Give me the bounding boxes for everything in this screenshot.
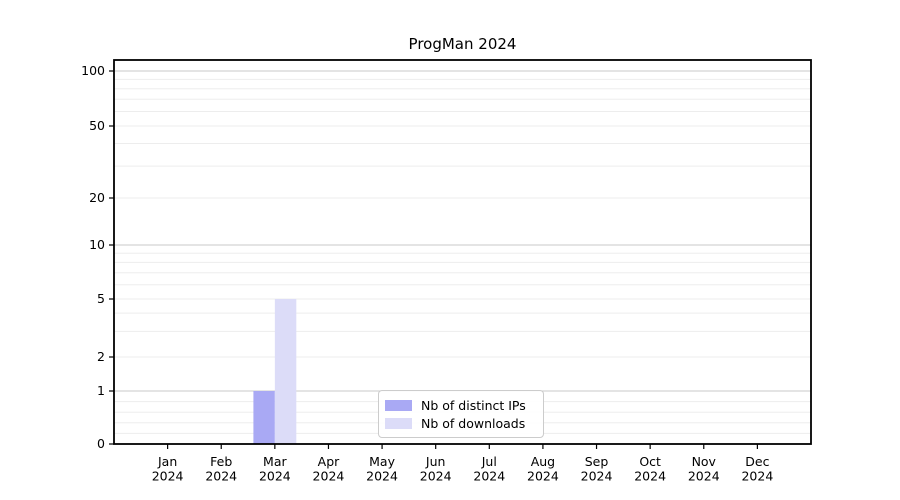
- legend: Nb of distinct IPs Nb of downloads: [378, 390, 544, 438]
- chart-title: ProgMan 2024: [408, 35, 517, 53]
- bar-mar-s1: [274, 299, 297, 444]
- y-tick-label: 10: [89, 237, 105, 252]
- y-tick-label: 0: [97, 436, 105, 451]
- x-tick-label: Aug 2024: [527, 454, 559, 484]
- x-tick-label: Mar 2024: [259, 454, 291, 484]
- bar-mar-s0: [253, 391, 275, 444]
- legend-item-downloads: Nb of downloads: [385, 415, 535, 432]
- x-tick-label: Feb 2024: [205, 454, 237, 484]
- plot-border: [113, 59, 812, 445]
- legend-label-distinct-ips: Nb of distinct IPs: [421, 397, 526, 413]
- y-tick-label: 2: [97, 349, 105, 364]
- legend-label-downloads: Nb of downloads: [421, 415, 526, 431]
- legend-item-distinct-ips: Nb of distinct IPs: [385, 397, 535, 414]
- y-tick-label: 100: [81, 63, 105, 78]
- x-tick-label: Jun 2024: [420, 454, 452, 484]
- x-tick-label: Jul 2024: [473, 454, 505, 484]
- legend-swatch-distinct-ips: [385, 399, 412, 411]
- y-tick-label: 1: [97, 383, 105, 398]
- x-tick-label: Sep 2024: [581, 454, 613, 484]
- y-tick-label: 50: [89, 118, 105, 133]
- x-tick-label: Oct 2024: [634, 454, 666, 484]
- x-tick-label: May 2024: [366, 454, 398, 484]
- x-tick-label: Apr 2024: [313, 454, 345, 484]
- x-tick-label: Nov 2024: [688, 454, 720, 484]
- y-tick-label: 20: [89, 190, 105, 205]
- legend-swatch-downloads: [385, 417, 412, 429]
- y-tick-label: 5: [97, 291, 105, 306]
- x-tick-label: Jan 2024: [152, 454, 184, 484]
- x-tick-label: Dec 2024: [741, 454, 773, 484]
